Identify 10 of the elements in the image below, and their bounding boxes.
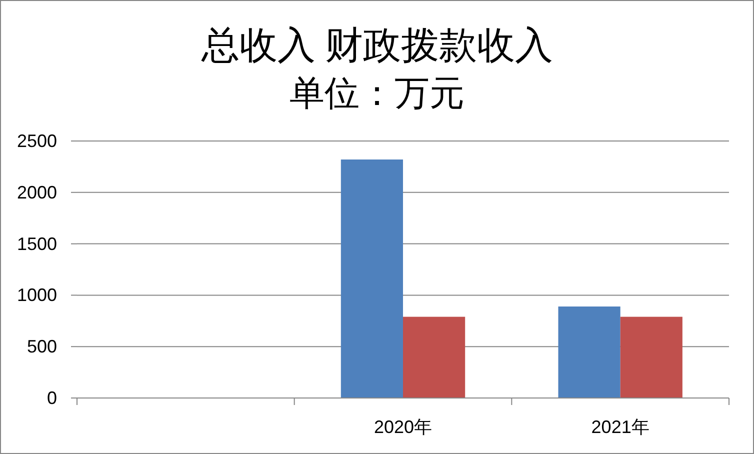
ytick-label: 2000 [16,182,57,202]
ytick-label: 500 [26,336,57,357]
xtick-label: 2021年 [591,417,650,437]
xtick-label: 2020年 [374,417,432,437]
ytick-label: 2500 [16,131,57,151]
ytick-label: 1500 [16,234,57,254]
title: 总收入 财政拨款收入 [201,25,553,67]
subtitle: 单位：万元 [290,74,464,113]
ytick-label: 1000 [16,285,57,306]
ytick-label: 0 [46,388,57,408]
